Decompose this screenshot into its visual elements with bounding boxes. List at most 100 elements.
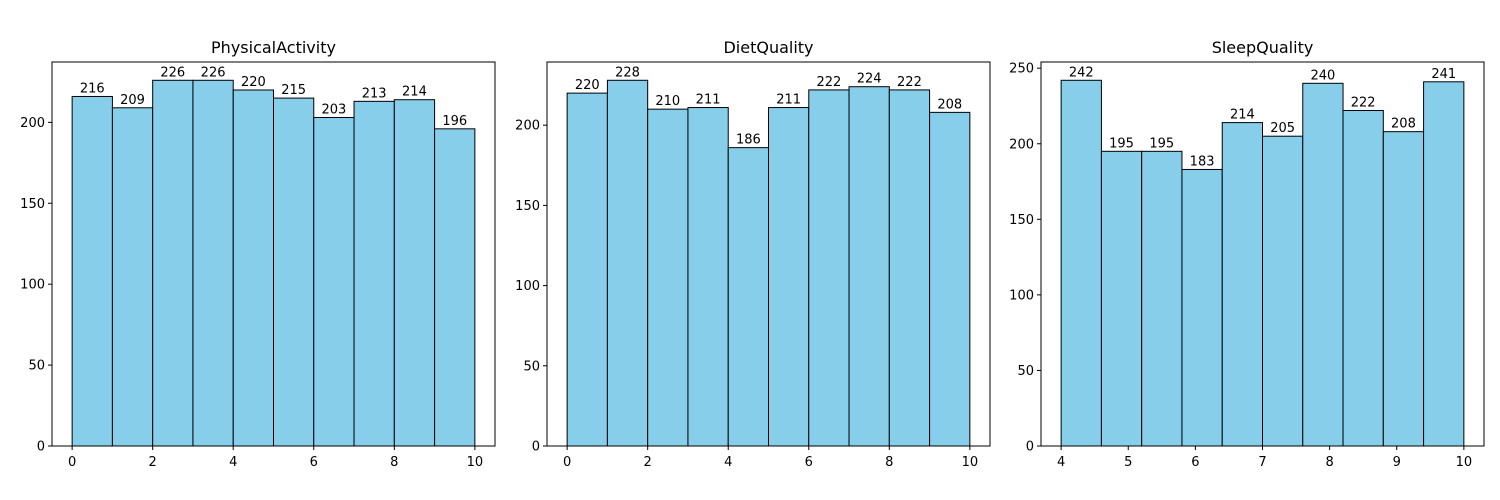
data-label: 210 <box>655 94 680 109</box>
y-tick-label: 150 <box>1009 213 1034 228</box>
bar <box>1181 168 1223 447</box>
y-tick-label: 200 <box>515 119 540 134</box>
data-label: 183 <box>1190 154 1215 169</box>
chart-title: SleepQuality <box>1212 38 1314 57</box>
data-label: 214 <box>402 85 427 100</box>
y-tick-label: 200 <box>1009 137 1034 152</box>
y-tick-label: 100 <box>20 278 45 293</box>
bar <box>353 100 395 447</box>
x-tick-label: 0 <box>563 455 571 470</box>
x-tick-label: 10 <box>962 455 979 470</box>
x-tick-label: 8 <box>1325 455 1333 470</box>
bar <box>1382 131 1425 447</box>
x-tick-label: 7 <box>1258 455 1266 470</box>
data-label: 222 <box>816 75 841 90</box>
x-tick-label: 6 <box>310 455 318 470</box>
data-label: 196 <box>442 114 467 129</box>
data-label: 205 <box>1270 121 1295 136</box>
bar <box>152 79 194 447</box>
chart-title: PhysicalActivity <box>211 38 336 57</box>
data-label: 220 <box>575 78 600 93</box>
x-tick-label: 8 <box>885 455 893 470</box>
data-label: 241 <box>1431 67 1456 82</box>
y-tick-label: 50 <box>28 359 45 374</box>
plot-frame <box>546 61 991 447</box>
bar <box>1342 110 1384 447</box>
data-label: 226 <box>201 65 226 80</box>
y-tick-label: 250 <box>1009 62 1034 77</box>
data-label: 208 <box>1391 117 1416 132</box>
data-label: 203 <box>321 103 346 118</box>
data-label: 242 <box>1069 65 1094 80</box>
x-tick-label: 9 <box>1393 455 1401 470</box>
data-label: 211 <box>696 93 721 108</box>
bar <box>1100 150 1143 447</box>
bar <box>71 95 113 447</box>
data-label: 226 <box>160 65 185 80</box>
data-label: 208 <box>937 97 962 112</box>
bar <box>1302 82 1344 447</box>
bar <box>1221 122 1264 447</box>
x-tick-label: 0 <box>68 455 76 470</box>
y-tick-label: 0 <box>37 440 45 455</box>
y-tick-label: 100 <box>515 279 540 294</box>
x-tick-label: 10 <box>467 455 484 470</box>
bar <box>727 147 770 447</box>
bar <box>606 79 649 447</box>
data-label: 222 <box>897 75 922 90</box>
plot-frame <box>51 61 496 447</box>
data-label: 222 <box>1351 96 1376 111</box>
bar <box>192 79 234 447</box>
bar <box>393 99 436 447</box>
x-tick-label: 4 <box>229 455 237 470</box>
y-tick-label: 200 <box>20 116 45 131</box>
data-label: 240 <box>1310 68 1335 83</box>
y-tick-label: 100 <box>1009 288 1034 303</box>
y-tick-label: 150 <box>20 197 45 212</box>
data-label: 220 <box>241 75 266 90</box>
x-tick-label: 6 <box>1191 455 1199 470</box>
data-label: 195 <box>1109 136 1134 151</box>
y-tick-label: 50 <box>523 359 540 374</box>
data-label: 214 <box>1230 108 1255 123</box>
x-tick-label: 4 <box>724 455 732 470</box>
x-tick-label: 8 <box>390 455 398 470</box>
bar <box>808 89 850 447</box>
y-tick-label: 150 <box>515 199 540 214</box>
data-label: 224 <box>857 72 882 87</box>
bar <box>687 107 729 447</box>
x-tick-label: 2 <box>644 455 652 470</box>
y-tick-label: 0 <box>532 440 540 455</box>
bar <box>313 117 355 447</box>
x-tick-label: 10 <box>1456 455 1473 470</box>
x-tick-label: 4 <box>1057 455 1065 470</box>
data-label: 228 <box>615 65 640 80</box>
data-label: 195 <box>1149 136 1174 151</box>
bar <box>1060 79 1102 447</box>
x-tick-label: 5 <box>1124 455 1132 470</box>
bar <box>848 86 890 447</box>
x-tick-label: 2 <box>149 455 157 470</box>
data-label: 215 <box>281 83 306 98</box>
bar <box>232 89 275 447</box>
bar <box>888 89 931 447</box>
plot-frame <box>1040 61 1485 447</box>
bar <box>434 128 476 447</box>
bar <box>929 111 971 447</box>
y-tick-label: 0 <box>1026 440 1034 455</box>
bar <box>647 108 689 447</box>
bar <box>111 107 154 447</box>
bar <box>566 92 608 447</box>
bar <box>768 107 810 447</box>
chart-title: DietQuality <box>723 38 813 57</box>
y-tick-label: 50 <box>1017 364 1034 379</box>
data-label: 186 <box>736 133 761 148</box>
bar <box>1141 150 1183 447</box>
bar <box>1423 81 1465 447</box>
bar <box>1262 135 1304 447</box>
data-label: 209 <box>120 93 145 108</box>
data-label: 213 <box>362 86 387 101</box>
data-label: 211 <box>776 93 801 108</box>
data-label: 216 <box>80 81 105 96</box>
